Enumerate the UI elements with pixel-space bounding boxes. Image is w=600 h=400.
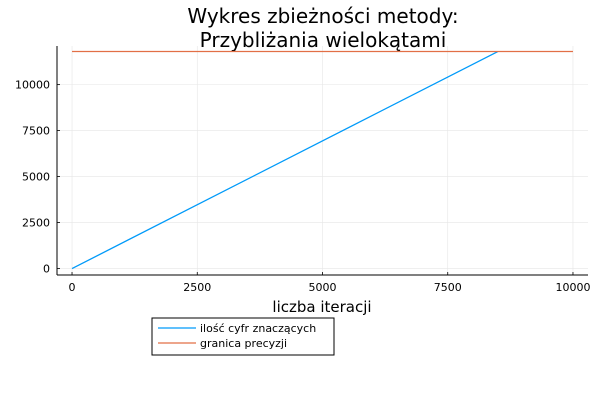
series bbox=[71, 50, 573, 270]
chart-title-line-1: Wykres zbieżności metody: bbox=[187, 4, 458, 28]
x-tick-label-3: 7500 bbox=[434, 281, 462, 294]
y-tick-label-3: 7500 bbox=[22, 125, 50, 138]
series-line-1 bbox=[71, 50, 499, 270]
x-tick-label-2: 5000 bbox=[309, 281, 337, 294]
y-tick-label-1: 2500 bbox=[22, 217, 50, 230]
x-axis-label: liczba iteracji bbox=[272, 298, 371, 316]
legend-label-series-2: granica precyzji bbox=[200, 337, 287, 350]
grid bbox=[57, 46, 588, 275]
chart-title: Wykres zbieżności metody: Przybliżania w… bbox=[187, 4, 458, 52]
x-tick-label-0: 0 bbox=[69, 281, 76, 294]
legend-label-series-1: ilość cyfr znaczących bbox=[200, 322, 316, 335]
legend-box bbox=[151, 317, 335, 356]
y-tick-label-2: 5000 bbox=[22, 171, 50, 184]
y-tick-label-0: 0 bbox=[43, 263, 50, 276]
x-tick-label-1: 2500 bbox=[183, 281, 211, 294]
y-tick-label-4: 10000 bbox=[15, 79, 50, 92]
x-tick-label-4: 10000 bbox=[555, 281, 590, 294]
legend: ilość cyfr znaczących granica precyzji bbox=[151, 317, 335, 356]
chart-title-line-2: Przybliżania wielokątami bbox=[200, 28, 447, 52]
tick-labels: 0 2500 5000 7500 10000 0 2500 5000 7500 10000 bbox=[15, 79, 590, 294]
